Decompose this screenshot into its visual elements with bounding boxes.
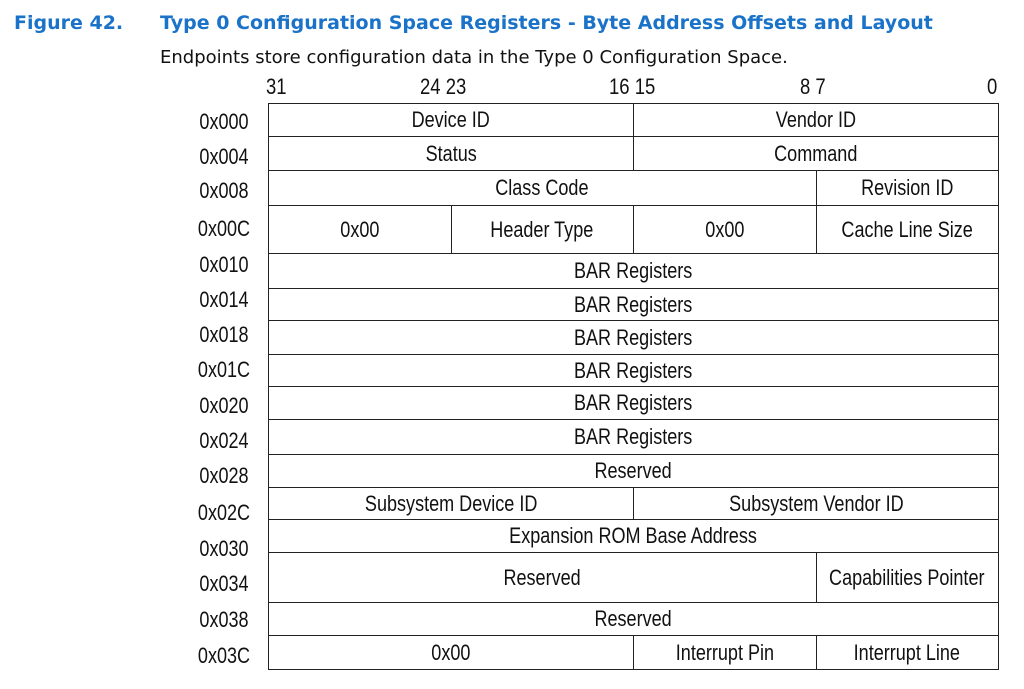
offset-label: 0x008 xyxy=(199,178,249,203)
figure-title: Type 0 Configuration Space Registers - B… xyxy=(160,12,933,34)
register-row: BAR Registers xyxy=(269,321,999,355)
register-field: Revision ID xyxy=(817,171,999,205)
offset-label: 0x01C xyxy=(197,357,251,382)
offset-label: 0x024 xyxy=(199,428,249,453)
register-row: Class Code Revision ID xyxy=(269,171,999,206)
register-field: Reserved xyxy=(269,455,999,487)
offset-label: 0x00C xyxy=(197,216,251,241)
register-field: 0x00 xyxy=(269,636,634,669)
register-row: BAR Registers xyxy=(269,289,999,321)
offset-label: 0x004 xyxy=(199,144,249,169)
register-field: Subsystem Device ID xyxy=(269,488,634,519)
offset-label: 0x014 xyxy=(199,287,249,312)
register-field: Status xyxy=(269,137,634,170)
register-field: BAR Registers xyxy=(269,420,999,454)
register-row: BAR Registers xyxy=(269,254,999,289)
register-field: Header Type xyxy=(452,206,634,253)
bit-label-24-23: 24 23 xyxy=(420,74,467,99)
register-field: Device ID xyxy=(269,104,634,136)
offset-label: 0x038 xyxy=(199,607,249,632)
register-row: Status Command xyxy=(269,137,999,171)
register-row: Reserved Capabilities Pointer xyxy=(269,553,999,603)
offset-label: 0x030 xyxy=(199,536,249,561)
register-row: BAR Registers xyxy=(269,387,999,420)
register-row: Reserved xyxy=(269,455,999,488)
offset-label: 0x020 xyxy=(199,393,249,418)
register-row: BAR Registers xyxy=(269,420,999,455)
offset-label: 0x034 xyxy=(199,571,249,596)
register-field: Cache Line Size xyxy=(817,206,999,253)
register-field: Reserved xyxy=(269,553,817,602)
register-row: Reserved xyxy=(269,603,999,636)
register-field: 0x00 xyxy=(634,206,817,253)
register-field: Interrupt Line xyxy=(817,636,999,669)
bit-label-16-15: 16 15 xyxy=(609,74,656,99)
figure-number: Figure 42. xyxy=(14,12,124,34)
offset-label: 0x03C xyxy=(197,643,251,668)
config-space-register-table: Device ID Vendor ID Status Command Class… xyxy=(268,103,999,670)
register-field: BAR Registers xyxy=(269,355,999,386)
register-field: 0x00 xyxy=(269,206,452,253)
register-field: BAR Registers xyxy=(269,321,999,354)
register-field: Vendor ID xyxy=(634,104,999,136)
offset-label: 0x000 xyxy=(199,109,249,134)
register-field: Expansion ROM Base Address xyxy=(269,520,999,552)
register-row: 0x00 Header Type 0x00 Cache Line Size xyxy=(269,206,999,254)
bit-label-8-7: 8 7 xyxy=(800,74,826,99)
register-field: Class Code xyxy=(269,171,817,205)
offset-label: 0x028 xyxy=(199,463,249,488)
register-row: BAR Registers xyxy=(269,355,999,387)
register-field: Capabilities Pointer xyxy=(817,553,999,602)
register-field: Interrupt Pin xyxy=(634,636,817,669)
register-field: Subsystem Vendor ID xyxy=(634,488,999,519)
register-field: BAR Registers xyxy=(269,289,999,320)
register-row: Subsystem Device ID Subsystem Vendor ID xyxy=(269,488,999,520)
bit-label-31: 31 xyxy=(266,74,287,99)
register-field: Reserved xyxy=(269,603,999,635)
register-field: BAR Registers xyxy=(269,254,999,288)
register-row: 0x00 Interrupt Pin Interrupt Line xyxy=(269,636,999,670)
offset-label: 0x02C xyxy=(197,500,251,525)
bit-label-0: 0 xyxy=(987,74,998,99)
register-row: Device ID Vendor ID xyxy=(269,104,999,137)
register-row: Expansion ROM Base Address xyxy=(269,520,999,553)
offset-label: 0x010 xyxy=(199,252,249,277)
register-field: BAR Registers xyxy=(269,387,999,419)
figure-description: Endpoints store configuration data in th… xyxy=(160,47,788,68)
register-field: Command xyxy=(634,137,999,170)
offset-label: 0x018 xyxy=(199,322,249,347)
